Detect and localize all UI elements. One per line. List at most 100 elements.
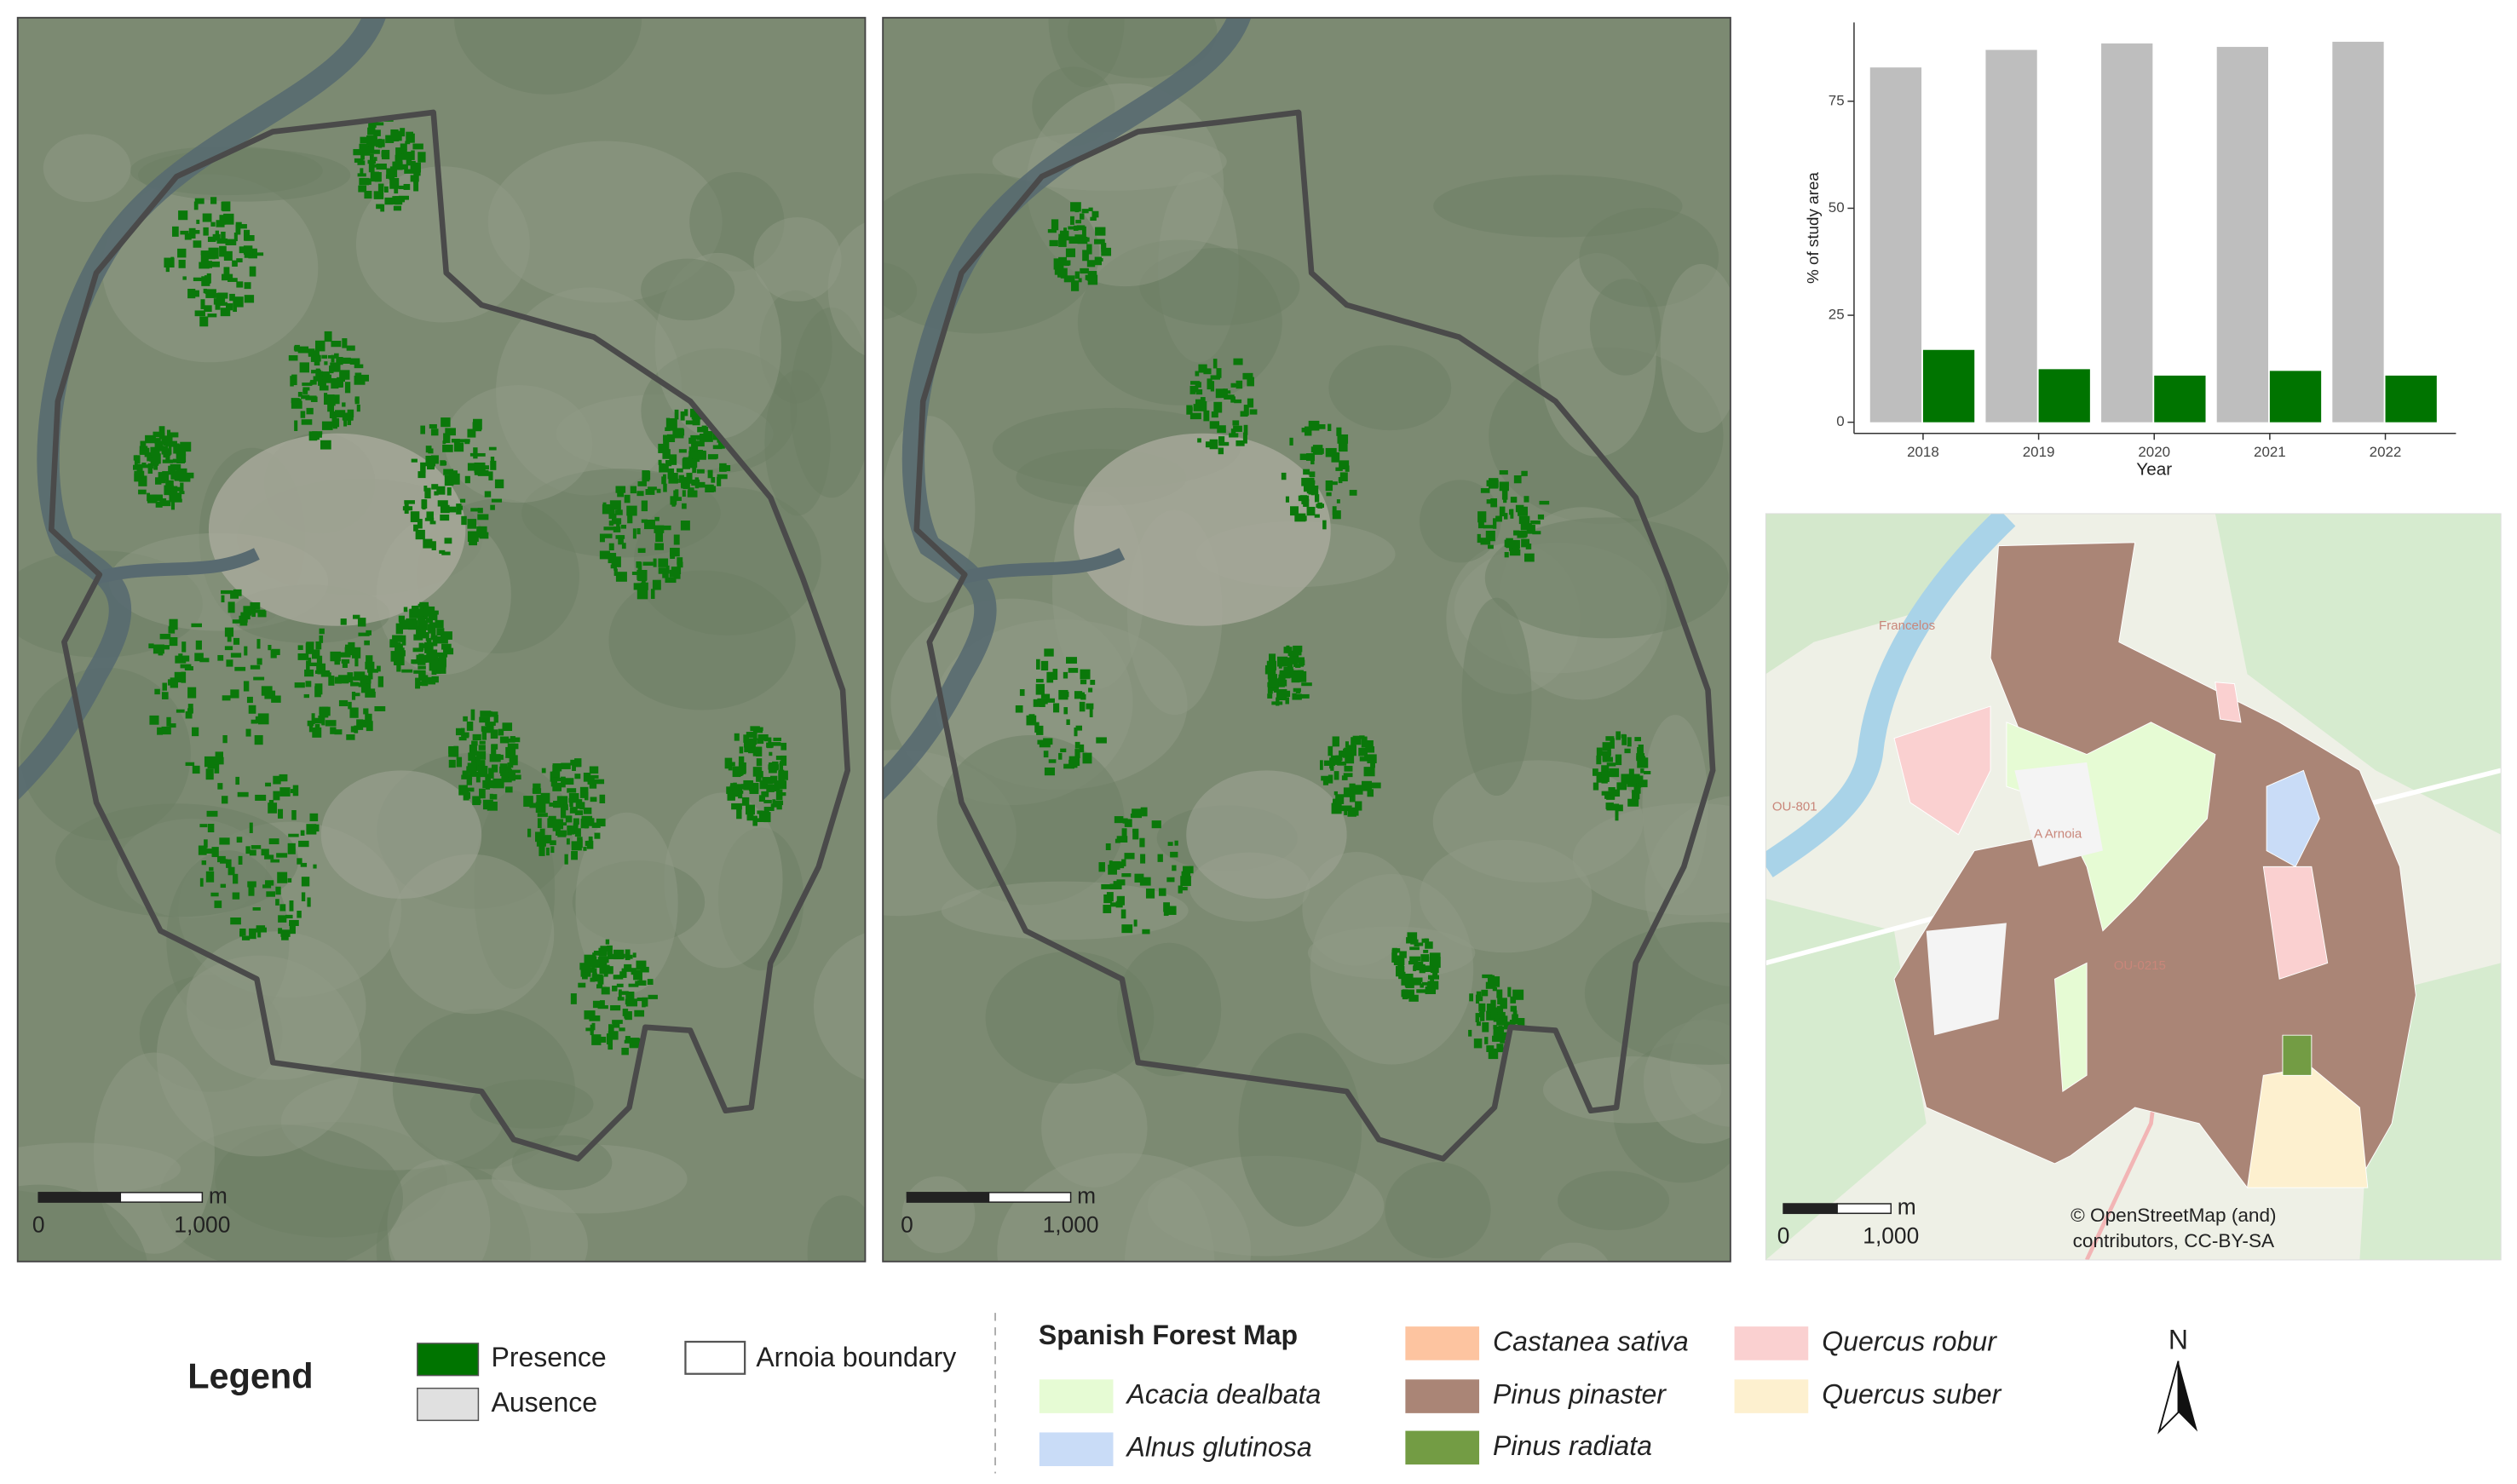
presence-patch [248, 607, 255, 614]
presence-patch [1101, 247, 1112, 256]
presence-patch [412, 608, 424, 617]
presence-patch [325, 720, 337, 727]
presence-patch [529, 802, 539, 808]
presence-patch [251, 845, 262, 849]
presence-patch [254, 734, 263, 745]
presence-patch [1349, 490, 1357, 496]
presence-patch [460, 498, 466, 503]
presence-patch [488, 446, 497, 451]
presence-patch [663, 483, 667, 492]
presence-patch [579, 963, 591, 970]
presence-patch [1285, 697, 1289, 705]
presence-patch [757, 734, 769, 741]
presence-patch [311, 370, 321, 374]
presence-patch [159, 634, 171, 640]
forest-polygon [2266, 769, 2320, 868]
presence-patch [368, 162, 375, 173]
presence-patch [170, 500, 176, 510]
presence-patch [1052, 669, 1058, 681]
presence-patch [1080, 267, 1089, 274]
presence-patch [590, 956, 597, 968]
presence-patch [1068, 668, 1079, 673]
presence-patch [1421, 938, 1430, 943]
presence-patch [308, 722, 314, 733]
presence-patch [187, 704, 193, 714]
presence-patch [467, 787, 475, 792]
presence-patch [219, 245, 227, 257]
presence-patch [633, 583, 644, 590]
presence-patch [1053, 703, 1060, 713]
presence-patch [691, 441, 699, 453]
presence-patch [236, 281, 244, 288]
presence-patch [655, 528, 660, 539]
presence-patch [314, 723, 320, 728]
y-axis-label: % of study area [1804, 172, 1822, 284]
forest-legend-title: Spanish Forest Map [1039, 1320, 1298, 1350]
presence-patch [1209, 439, 1218, 450]
bar [2038, 369, 2090, 423]
presence-patch [552, 782, 562, 791]
presence-patch [691, 458, 698, 468]
presence-patch [470, 709, 475, 721]
bar [1869, 67, 1922, 423]
presence-patch [1602, 742, 1611, 751]
river [95, 548, 260, 584]
presence-patch [547, 818, 556, 828]
presence-patch [608, 1031, 619, 1040]
presence-patch [636, 960, 647, 970]
presence-patch [1513, 530, 1520, 536]
presence-patch [220, 883, 227, 889]
presence-patch [1491, 976, 1500, 987]
presence-patch [170, 469, 176, 480]
presence-patch [230, 917, 241, 925]
presence-patch [752, 815, 757, 826]
presence-patch [327, 354, 337, 359]
presence-patch [1217, 425, 1226, 434]
presence-patch [634, 1009, 645, 1017]
presence-patch [613, 526, 621, 532]
presence-patch [330, 362, 341, 372]
presence-patch [420, 425, 425, 434]
presence-patch [436, 637, 448, 644]
presence-patch [1063, 275, 1075, 283]
presence-patch [235, 776, 240, 785]
presence-patch [565, 815, 573, 823]
presence-patch [1043, 751, 1049, 758]
presence-patch [310, 356, 315, 362]
presence-patch [677, 561, 683, 568]
town [1074, 433, 1331, 626]
presence-patch [230, 689, 239, 699]
presence-patch [540, 792, 550, 804]
forest-legend-swatch [1403, 1325, 1481, 1362]
presence-patch [256, 925, 266, 931]
presence-patch [1233, 425, 1242, 432]
presence-patch [233, 873, 239, 884]
presence-patch [313, 376, 325, 382]
place-label: Francelos [1879, 618, 1935, 633]
presence-patch [613, 975, 624, 980]
presence-patch [250, 664, 261, 670]
river [17, 17, 386, 801]
presence-patch [400, 128, 406, 137]
presence-patch [406, 618, 418, 624]
presence-patch [568, 793, 579, 802]
presence-patch [1339, 751, 1345, 757]
presence-patch [613, 949, 625, 960]
terrain [985, 951, 1155, 1084]
presence-patch [321, 714, 325, 726]
presence-patch [1338, 477, 1343, 484]
terrain [1765, 899, 1927, 1260]
presence-patch [210, 892, 219, 897]
bar [2385, 375, 2437, 423]
presence-patch [426, 511, 434, 521]
presence-patch [1515, 504, 1524, 513]
presence-patch [1043, 738, 1053, 745]
presence-patch [229, 293, 235, 302]
presence-patch [472, 796, 481, 806]
presence-patch [436, 670, 441, 674]
presence-patch [360, 145, 371, 156]
presence-patch [430, 629, 436, 637]
presence-patch [613, 1033, 618, 1038]
presence-patch [1507, 986, 1512, 998]
